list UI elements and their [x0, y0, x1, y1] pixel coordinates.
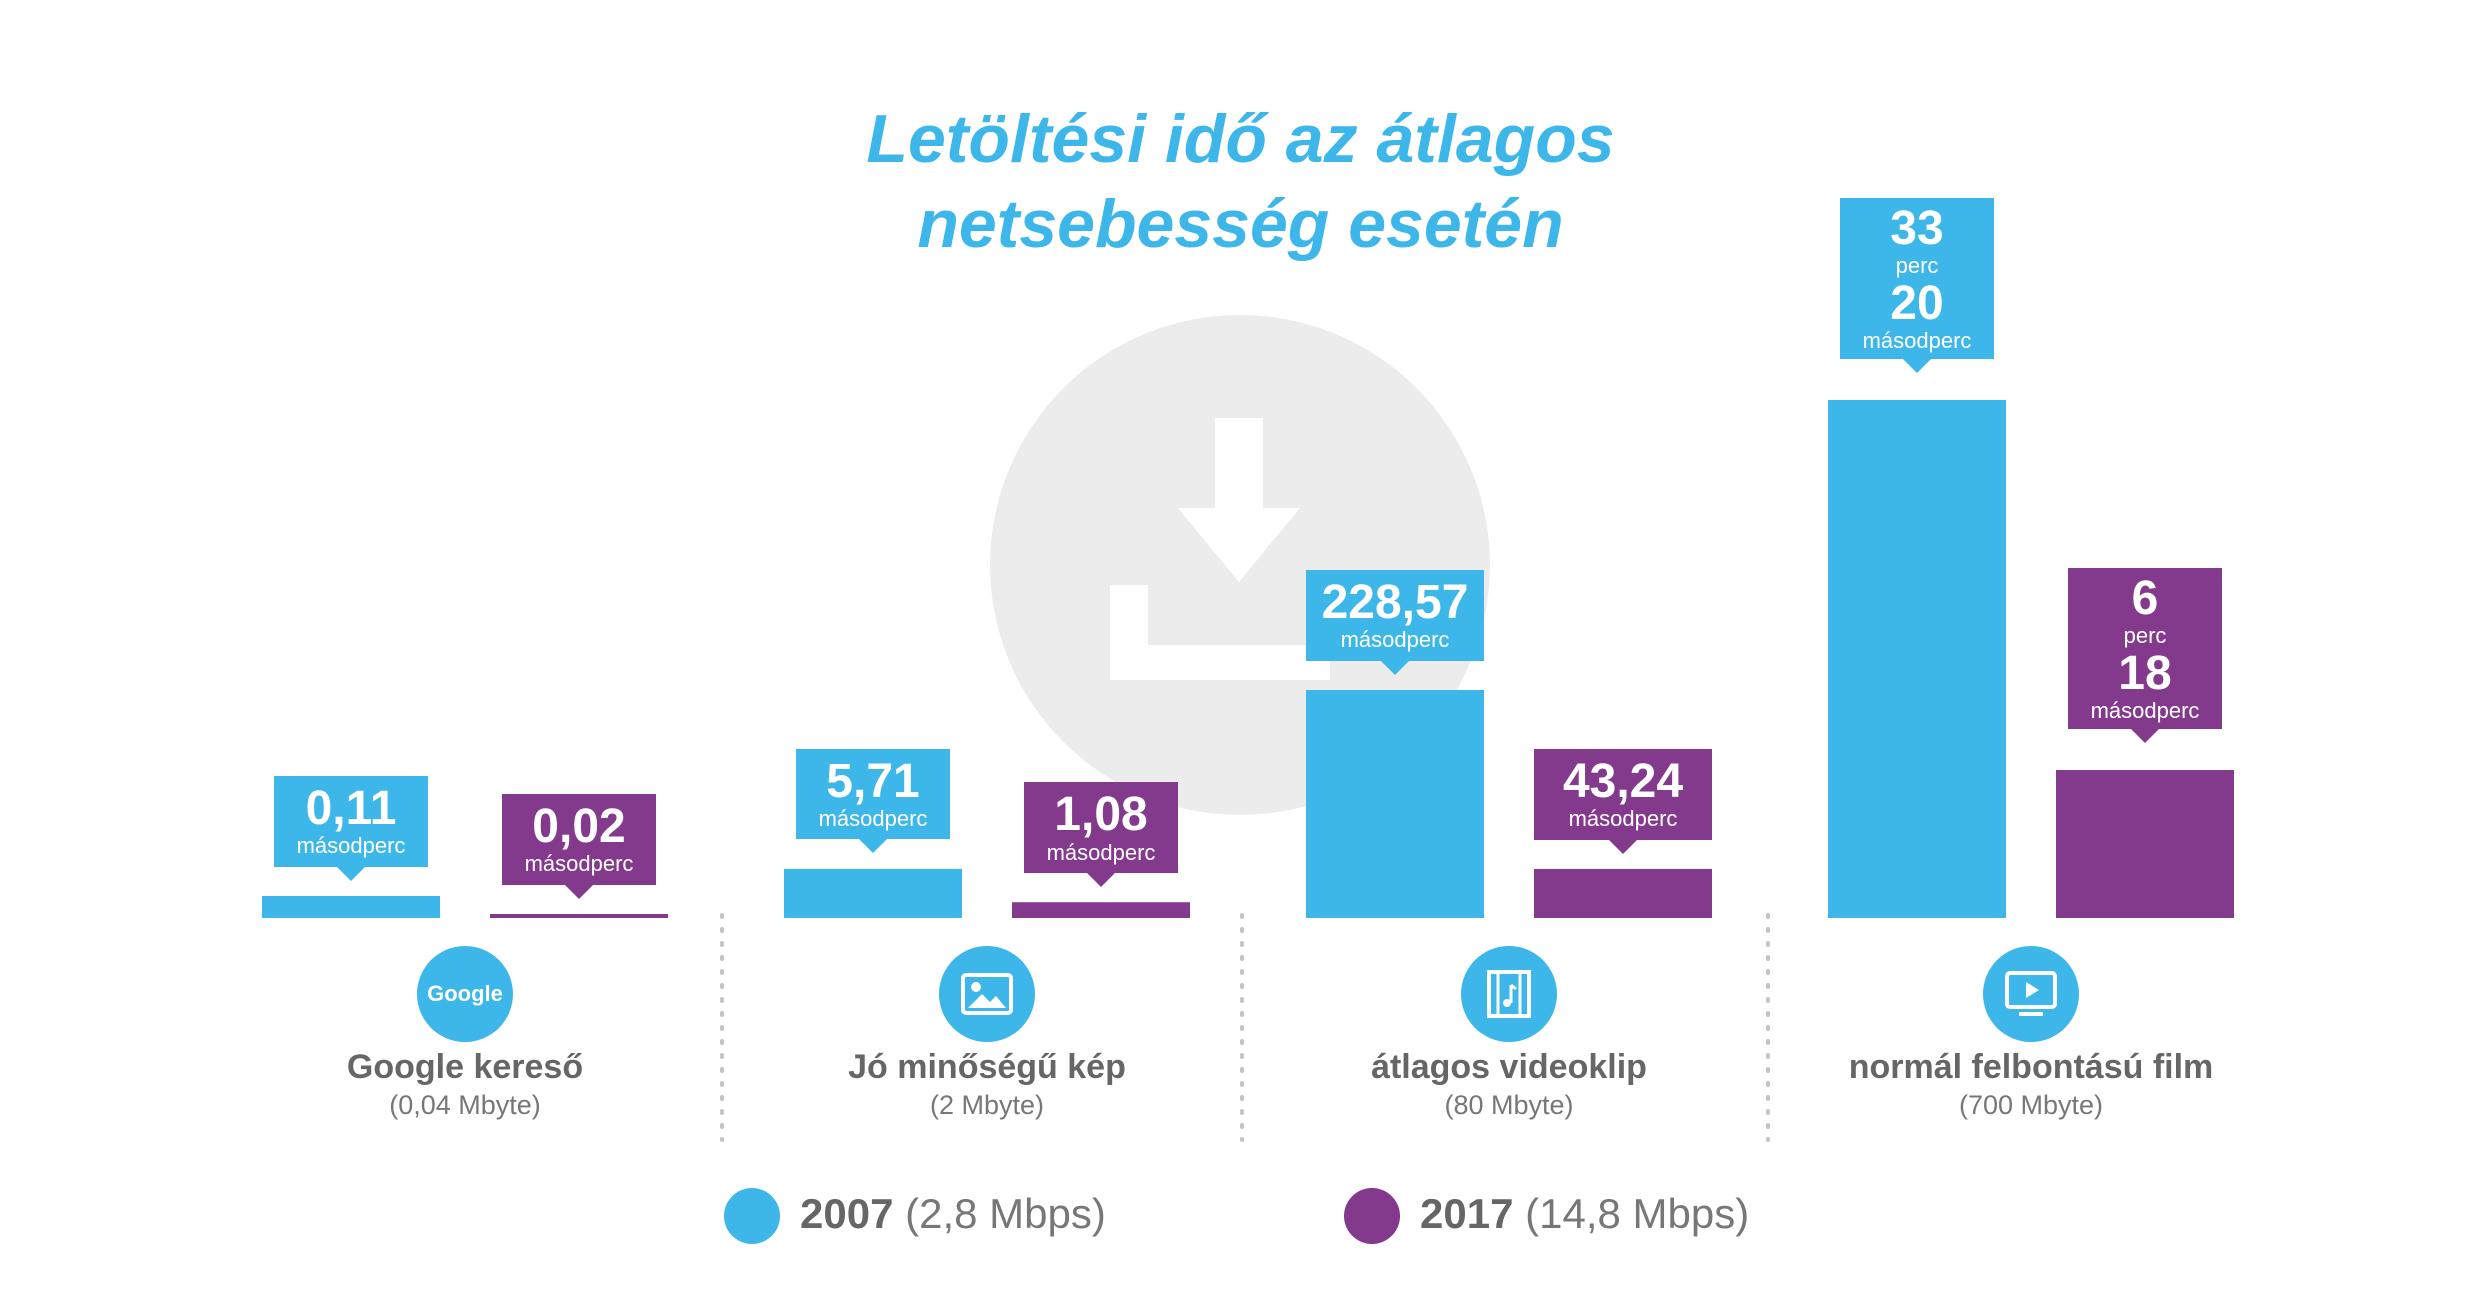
value-unit: másodperc	[524, 851, 634, 877]
category-name-film: normál felbontású film	[1848, 1048, 2214, 1086]
category-size-film: (700 Mbyte)	[1958, 1090, 2104, 1120]
label-pointer	[1085, 870, 1117, 887]
label-pointer	[563, 882, 595, 899]
bar-google-2017	[490, 914, 668, 918]
category-name-image: Jó minőségű kép	[848, 1048, 1126, 1086]
bar-film-2007	[1828, 400, 2006, 918]
value-number: 1,08	[1054, 788, 1148, 842]
value-label-videoclip-2017: 43,24 másodperc	[1534, 748, 1712, 854]
category-name-google: Google kereső	[346, 1048, 584, 1086]
value-unit: másodperc	[296, 833, 406, 859]
bar-videoclip-2017	[1534, 868, 1712, 918]
legend-swatch-2017	[1344, 1188, 1400, 1244]
group-dividers	[720, 913, 1770, 1142]
value-unit: másodperc	[2090, 697, 2200, 723]
value-number: 18	[2118, 646, 2172, 700]
value-number: 0,11	[305, 782, 397, 835]
category-size-image: (2 Mbyte)	[929, 1090, 1045, 1120]
legend-item-2007: 2007 (2,8 Mbps)	[800, 1190, 1106, 1238]
label-pointer	[1901, 357, 1933, 374]
value-label-film-2007: 33 perc 20 másodperc	[1840, 198, 1994, 374]
google-icon: Google	[417, 946, 513, 1042]
google-logo-text: Google	[427, 981, 503, 1006]
label-pointer	[2129, 727, 2161, 744]
category-size-videoclip: (80 Mbyte)	[1444, 1090, 1574, 1120]
legend-speed-2007: (2,8 Mbps)	[905, 1190, 1106, 1237]
value-unit: perc	[1895, 253, 1939, 279]
value-unit: perc	[2123, 623, 2167, 649]
legend-item-2017: 2017 (14,8 Mbps)	[1420, 1190, 1749, 1238]
legend-speed-2017: (14,8 Mbps)	[1525, 1190, 1750, 1237]
video-clip-icon	[1461, 946, 1557, 1042]
image-icon	[939, 946, 1035, 1042]
bar-videoclip-2007	[1306, 690, 1484, 918]
value-number: 0,02	[532, 800, 626, 853]
category-size-google: (0,04 Mbyte)	[389, 1090, 541, 1120]
value-number: 228,57	[1321, 576, 1469, 629]
label-pointer	[1607, 837, 1639, 854]
value-unit: másodperc	[1862, 327, 1972, 353]
category-name-videoclip: átlagos videoklip	[1371, 1048, 1647, 1086]
bars	[262, 400, 2234, 918]
value-unit: másodperc	[818, 806, 928, 832]
film-play-icon	[1983, 946, 2079, 1042]
value-label-google-2007: 0,11 másodperc	[274, 776, 428, 881]
bar-google-2007	[262, 896, 440, 918]
bar-image-2007	[784, 868, 962, 918]
legend-year-2007: 2007	[800, 1190, 894, 1237]
value-unit: másodperc	[1046, 839, 1156, 865]
value-number: 5,71	[826, 754, 920, 808]
value-number: 33	[1890, 202, 1944, 255]
value-number: 43,24	[1562, 754, 1684, 808]
bar-image-2017	[1012, 902, 1190, 918]
download-tray	[1110, 585, 1330, 680]
chart-title-line2: netsebesség esetén	[917, 186, 1564, 262]
legend-year-2017: 2017	[1420, 1190, 1514, 1237]
label-pointer	[335, 864, 367, 881]
label-pointer	[857, 837, 889, 854]
value-number: 6	[2131, 572, 2159, 625]
value-label-google-2017: 0,02 másodperc	[502, 794, 656, 899]
value-unit: másodperc	[1340, 627, 1450, 653]
legend-swatch-2007	[724, 1188, 780, 1244]
label-pointer	[1379, 658, 1411, 675]
value-label-videoclip-2007: 228,57 másodperc	[1306, 570, 1484, 675]
value-number: 20	[1890, 276, 1944, 330]
value-label-image-2017: 1,08 másodperc	[1024, 782, 1178, 887]
chart-title-line1: Letöltési idő az átlagos	[866, 101, 1615, 177]
value-unit: másodperc	[1568, 806, 1678, 832]
value-label-film-2017: 6 perc 18 másodperc	[2068, 568, 2222, 744]
bar-film-2017	[2056, 770, 2234, 918]
download-arrow	[1178, 418, 1300, 582]
value-label-image-2007: 5,71 másodperc	[796, 748, 950, 854]
